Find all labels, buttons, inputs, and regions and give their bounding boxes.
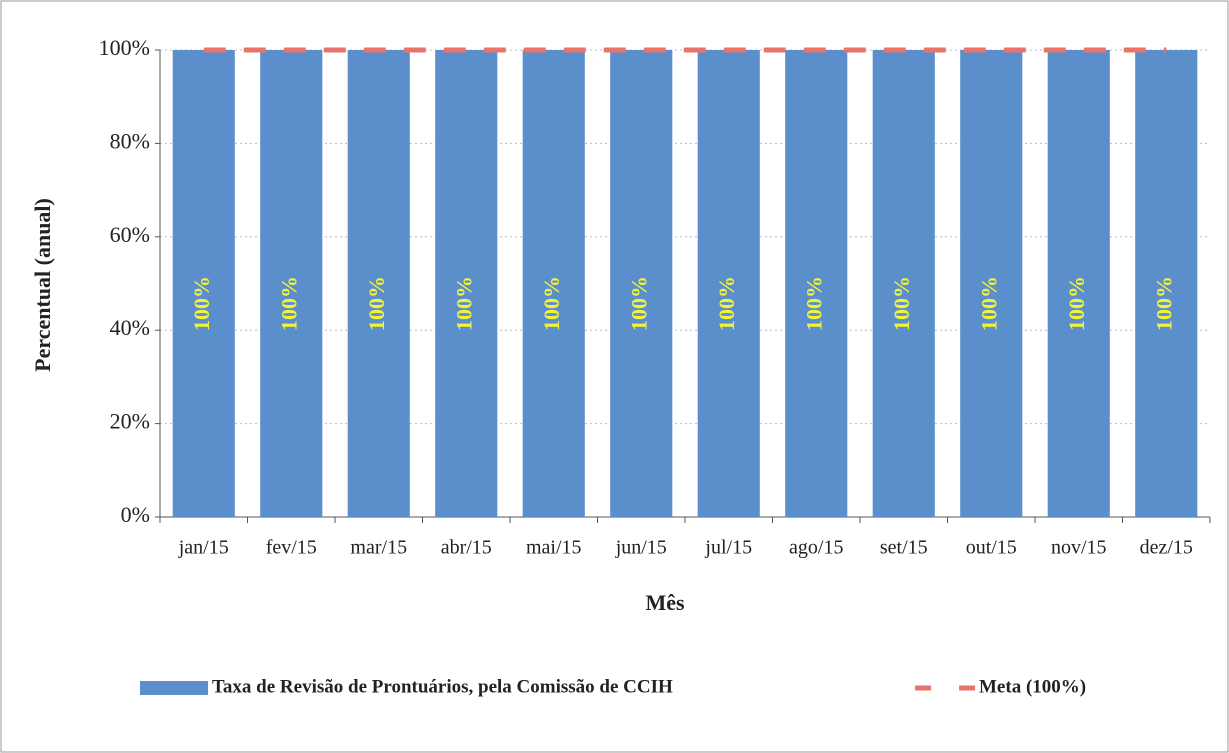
y-axis-label: Percentual (anual) — [30, 198, 55, 372]
data-label: 100% — [364, 276, 389, 331]
bar — [960, 50, 1023, 517]
data-label: 100% — [626, 276, 651, 331]
x-tick-label: jul/15 — [704, 537, 752, 559]
x-tick-label: nov/15 — [1051, 537, 1107, 559]
x-tick-label: dez/15 — [1140, 537, 1193, 559]
bar — [1135, 50, 1198, 517]
data-label: 100% — [276, 276, 301, 331]
x-tick-label: mar/15 — [350, 537, 407, 559]
data-label: 100% — [801, 276, 826, 331]
bar — [172, 50, 235, 517]
legend-swatch — [140, 681, 208, 695]
y-tick-label: 0% — [121, 502, 150, 527]
x-tick-label: ago/15 — [789, 537, 843, 559]
y-tick-label: 100% — [99, 35, 150, 60]
data-label: 100% — [889, 276, 914, 331]
x-tick-label: abr/15 — [441, 537, 492, 559]
x-axis-label: Mês — [645, 590, 685, 615]
data-label: 100% — [451, 276, 476, 331]
bar — [610, 50, 673, 517]
y-tick-label: 60% — [110, 222, 150, 247]
y-tick-label: 20% — [110, 409, 150, 434]
data-label: 100% — [189, 276, 214, 331]
x-tick-label: mai/15 — [526, 537, 582, 559]
data-label: 100% — [976, 276, 1001, 331]
data-label: 100% — [1064, 276, 1089, 331]
x-tick-label: jun/15 — [615, 537, 667, 559]
bar — [697, 50, 760, 517]
legend-label: Meta (100%) — [979, 676, 1086, 697]
y-tick-label: 40% — [110, 315, 150, 340]
bar — [872, 50, 935, 517]
x-tick-label: jan/15 — [178, 537, 229, 559]
x-tick-label: set/15 — [880, 537, 928, 559]
x-tick-label: out/15 — [966, 537, 1017, 559]
data-label: 100% — [714, 276, 739, 331]
bar — [522, 50, 585, 517]
y-tick-label: 80% — [110, 128, 150, 153]
x-tick-label: fev/15 — [266, 537, 317, 559]
legend-label: Taxa de Revisão de Prontuários, pela Com… — [212, 676, 673, 697]
bar — [435, 50, 498, 517]
bar — [347, 50, 410, 517]
data-label: 100% — [539, 276, 564, 331]
bar — [1047, 50, 1110, 517]
data-label: 100% — [1151, 276, 1176, 331]
bar — [785, 50, 848, 517]
bar — [260, 50, 323, 517]
